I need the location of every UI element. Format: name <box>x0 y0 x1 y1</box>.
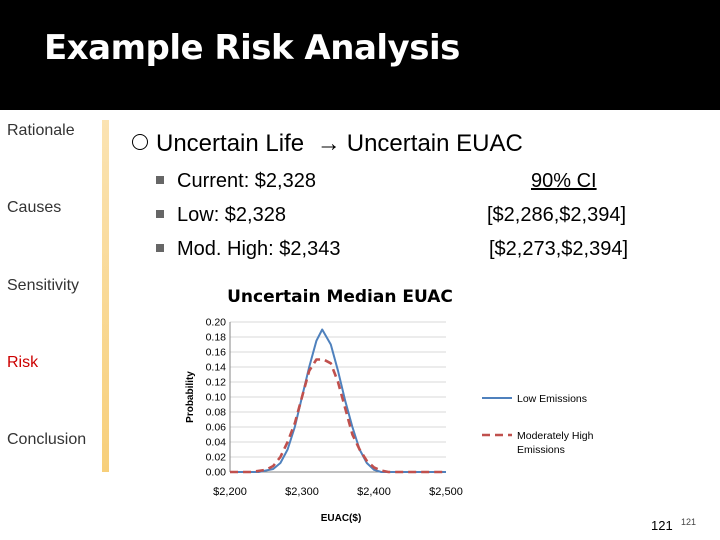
y-tick-label: 0.02 <box>206 452 227 464</box>
sub-bullet-mod-high: Mod. High: $2,343 <box>156 238 340 261</box>
nav-item-causes[interactable]: Causes <box>7 199 62 216</box>
ci-header: 90% CI <box>531 170 597 192</box>
sub-bullet-label: Current: $2,328 <box>177 170 316 192</box>
nav-item-conclusion[interactable]: Conclusion <box>7 431 87 448</box>
title-bar: Example Risk Analysis <box>0 0 720 110</box>
nav-item-sensitivity[interactable]: Sensitivity <box>7 277 80 294</box>
y-tick-label: 0.10 <box>206 392 227 404</box>
legend-label-cont: Emissions <box>517 444 565 456</box>
sub-bullet-current: Current: $2,328 <box>156 170 316 193</box>
main-bullet: Uncertain Life → Uncertain EUAC <box>132 130 523 158</box>
sub-bullet-label: Mod. High: $2,343 <box>177 238 341 260</box>
page-number: 121 <box>651 518 673 533</box>
y-tick-label: 0.06 <box>206 422 227 434</box>
y-tick-label: 0.16 <box>206 347 227 359</box>
sub-bullet-label: Low: $2,328 <box>177 204 286 226</box>
series-line-1 <box>230 358 446 474</box>
y-tick-label: 0.08 <box>206 407 227 419</box>
y-tick-label: 0.04 <box>206 437 227 449</box>
y-tick-label: 0.00 <box>206 467 227 479</box>
section-divider-bar <box>102 120 109 472</box>
nav-item-rationale[interactable]: Rationale <box>7 122 75 139</box>
arrow-right-icon: → <box>316 130 341 157</box>
square-bullet-icon <box>156 244 164 252</box>
ci-value-low: [$2,286,$2,394] <box>487 204 627 226</box>
square-bullet-icon <box>156 210 164 218</box>
legend-label: Low Emissions <box>517 393 587 405</box>
x-tick-label: $2,300 <box>285 486 319 498</box>
x-tick-label: $2,200 <box>213 486 247 498</box>
nav-item-risk[interactable]: Risk <box>7 354 39 371</box>
ci-value-mod-high: [$2,273,$2,394] <box>489 238 629 260</box>
circle-bullet-icon <box>132 134 148 150</box>
x-axis-label: EUAC($) <box>321 513 362 524</box>
slide-title: Example Risk Analysis <box>44 28 460 68</box>
x-tick-label: $2,500 <box>429 486 463 498</box>
page-number-small: 121 <box>681 517 697 527</box>
legend-label: Moderately High <box>517 430 594 442</box>
y-tick-label: 0.18 <box>206 332 227 344</box>
chart-title: Uncertain Median EUAC <box>227 287 453 307</box>
main-bullet-right: Uncertain EUAC <box>346 130 523 157</box>
y-tick-label: 0.20 <box>206 317 227 329</box>
x-tick-label: $2,400 <box>357 486 391 498</box>
y-axis-label: Probability <box>185 371 196 423</box>
main-bullet-left: Uncertain Life <box>156 130 305 157</box>
y-tick-label: 0.14 <box>206 362 227 374</box>
square-bullet-icon <box>156 176 164 184</box>
series-line-0 <box>230 328 446 473</box>
sub-bullet-low: Low: $2,328 <box>156 204 286 227</box>
y-tick-label: 0.12 <box>206 377 227 389</box>
